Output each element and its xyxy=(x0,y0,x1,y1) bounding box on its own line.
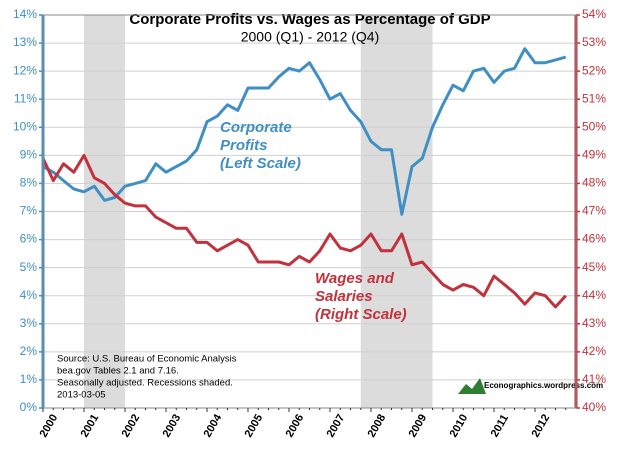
series-annotation: Salaries xyxy=(315,288,373,305)
y2-tick-label: 53% xyxy=(582,35,606,49)
y2-tick-label: 45% xyxy=(582,260,606,274)
source-note: Source: U.S. Bureau of Economic Analysis xyxy=(57,354,237,365)
y2-tick-label: 47% xyxy=(582,204,606,218)
y2-tick-label: 49% xyxy=(582,148,606,162)
y2-tick-label: 44% xyxy=(582,288,606,302)
source-note: Seasonally adjusted. Recessions shaded. xyxy=(57,378,233,389)
y-tick-label: 10% xyxy=(13,119,37,133)
y-tick-label: 2% xyxy=(20,344,38,358)
y2-tick-label: 50% xyxy=(582,119,606,133)
y-tick-label: 13% xyxy=(13,35,37,49)
source-note: bea.gov Tables 2.1 and 7.16. xyxy=(57,366,179,377)
y2-tick-label: 54% xyxy=(582,7,606,21)
y-tick-label: 1% xyxy=(20,372,38,386)
logo: Econographics.wordpress.com xyxy=(458,378,603,394)
y2-tick-label: 40% xyxy=(582,400,606,414)
y2-tick-label: 51% xyxy=(582,91,606,105)
y-tick-label: 12% xyxy=(13,63,37,77)
y-tick-label: 5% xyxy=(20,260,38,274)
chart-subtitle: 2000 (Q1) - 2012 (Q4) xyxy=(241,29,380,45)
series-annotation: (Right Scale) xyxy=(315,306,407,323)
series-annotation: Profits xyxy=(220,137,268,154)
series-line xyxy=(42,47,567,216)
y-tick-label: 8% xyxy=(20,176,38,190)
y2-tick-label: 52% xyxy=(582,63,606,77)
series-line xyxy=(41,153,567,309)
y2-tick-label: 43% xyxy=(582,316,606,330)
logo-text: Econographics.wordpress.com xyxy=(484,381,603,390)
series-annotation: Wages and xyxy=(315,270,395,287)
y2-tick-label: 42% xyxy=(582,344,606,358)
logo-icon xyxy=(458,378,486,394)
y-tick-label: 4% xyxy=(20,288,38,302)
y-tick-label: 0% xyxy=(20,400,38,414)
y-tick-label: 3% xyxy=(20,316,38,330)
y2-tick-label: 41% xyxy=(582,372,606,386)
y-tick-label: 11% xyxy=(14,91,37,105)
y2-tick-label: 48% xyxy=(582,176,606,190)
y-tick-label: 6% xyxy=(20,232,38,246)
series-annotation: Corporate xyxy=(220,119,292,136)
source-note: 2013-03-05 xyxy=(57,390,106,401)
y2-tick-label: 46% xyxy=(582,232,606,246)
y-tick-label: 9% xyxy=(20,148,38,162)
series-annotation: (Left Scale) xyxy=(220,155,301,172)
chart-title: Corporate Profits vs. Wages as Percentag… xyxy=(129,11,490,28)
y-tick-label: 7% xyxy=(20,204,38,218)
y-tick-label: 14% xyxy=(13,7,37,21)
